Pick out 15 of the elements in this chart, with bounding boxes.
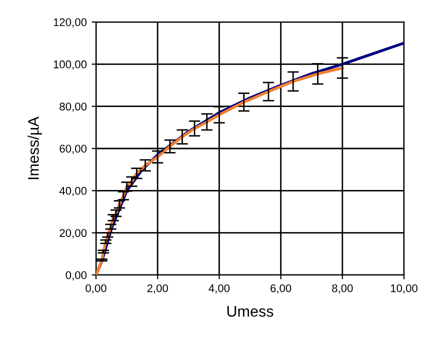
x-tick-label: 6,00	[270, 284, 292, 294]
x-tick-label: 10,00	[390, 284, 418, 294]
y-tick-label: 20,00	[60, 229, 87, 238]
y-tick-label: 100,00	[54, 60, 87, 70]
x-tick-label: 8,00	[332, 284, 353, 294]
x-axis-title: Umess	[227, 306, 274, 317]
y-axis-title: Imess/µA	[28, 116, 42, 180]
y-tick-label: 120,00	[54, 18, 87, 28]
x-tick-label: 0,00	[86, 284, 106, 294]
y-tick-label: 60,00	[60, 144, 87, 154]
y-tick-label: 40,00	[59, 186, 87, 196]
x-tick-label: 4,00	[208, 284, 230, 294]
x-tick-label: 2,00	[147, 284, 168, 294]
y-tick-label: 80,00	[60, 102, 87, 112]
y-tick-label: 0,00	[66, 271, 87, 280]
